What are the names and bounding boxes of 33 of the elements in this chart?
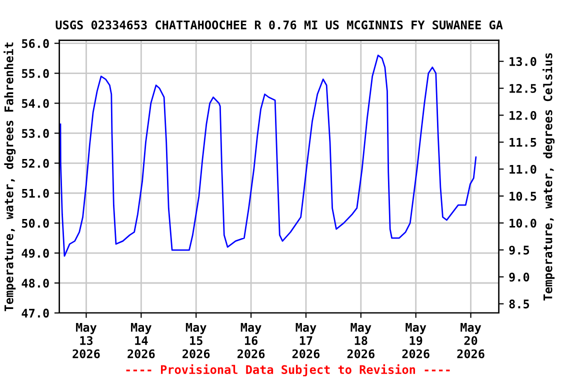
y-tick-label: 54.0: [22, 98, 49, 108]
y-axis-title: Temperature, water, degrees Fahrenheit: [4, 42, 16, 312]
y-tick-label: 51.0: [22, 188, 49, 198]
y-tick-label: 50.0: [22, 218, 49, 228]
y-tick-label: 55.0: [22, 69, 49, 78]
y-tick-label: 56.0: [22, 39, 49, 48]
y2-tick-label: 11.0: [510, 164, 536, 174]
y2-tick-label: 10.0: [510, 218, 536, 228]
line-series: [60, 54, 477, 257]
x-tick-label: May 16 2026: [237, 323, 265, 358]
y-tick-label: 48.0: [22, 278, 49, 288]
x-tick-label: May 15 2026: [182, 323, 210, 358]
x-tick-label: May 14 2026: [128, 323, 155, 358]
y2-tick-label: 10.5: [510, 192, 536, 201]
y2-tick-label: 12.5: [510, 84, 536, 93]
y-tick-label: 47.0: [22, 308, 49, 318]
x-tick-label: May 20 2026: [457, 323, 484, 358]
x-tick-label: May 13 2026: [72, 323, 100, 358]
chart-title: USGS 02334653 CHATTAHOOCHEE R 0.76 MI US MCGINNIS FY SUWANEE GA: [56, 20, 503, 30]
y2-tick-label: 11.5: [510, 138, 536, 147]
y2-tick-label: 13.0: [510, 57, 536, 66]
y2-axis-title: Temperature, water, degrees Celsius: [542, 53, 555, 300]
y2-tick-label: 12.0: [510, 110, 536, 120]
y2-tick-label: 9.0: [509, 272, 530, 282]
y2-tick-label: 8.5: [509, 300, 530, 308]
x-tick-label: May 18 2026: [347, 323, 374, 358]
x-tick-label: May 17 2026: [292, 323, 320, 358]
y-tick-label: 52.0: [22, 158, 49, 168]
y-tick-label: 53.0: [22, 128, 49, 138]
x-tick-label: May 19 2026: [402, 323, 430, 358]
y2-tick-label: 9.5: [509, 246, 530, 255]
text: ---- Provisional Data Subject to Revision ----: [126, 364, 450, 376]
y-tick-label: 49.0: [22, 248, 49, 258]
